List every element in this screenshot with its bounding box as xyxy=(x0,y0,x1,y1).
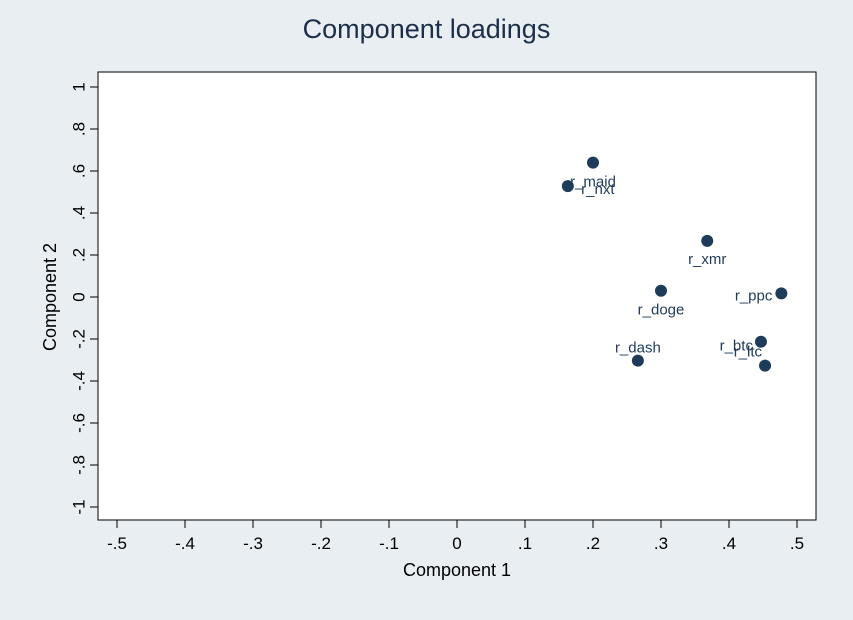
y-tick-label: .4 xyxy=(70,206,89,220)
y-tick-label: 1 xyxy=(70,82,89,91)
data-point xyxy=(587,156,599,169)
point-label: r_ppc xyxy=(735,287,773,304)
y-tick-label: .6 xyxy=(70,164,89,178)
data-point xyxy=(754,335,767,348)
y-tick-label: -.8 xyxy=(70,455,89,475)
point-label: r_btc xyxy=(720,338,754,355)
data-point xyxy=(759,359,772,372)
data-point xyxy=(561,180,574,193)
chart-title: Component loadings xyxy=(302,14,551,44)
y-axis: -1 -.8 -.6 -.4 -.2 0 .2 .4 .6 .8 1 xyxy=(70,72,99,520)
y-tick-label: -.2 xyxy=(70,329,89,349)
y-tick-label: 0 xyxy=(70,292,89,301)
point-label: r_doge xyxy=(638,302,685,319)
x-tick-label: 0 xyxy=(452,534,461,553)
y-tick-label: -.6 xyxy=(70,413,89,433)
point-label: r_xmr xyxy=(688,251,726,268)
x-tick-label: .5 xyxy=(790,534,804,553)
x-tick-label: .3 xyxy=(654,534,668,553)
data-point xyxy=(655,284,667,297)
x-axis-title: Component 1 xyxy=(403,560,511,580)
y-tick-label: -1 xyxy=(70,499,89,514)
x-tick-label: -.3 xyxy=(243,534,263,553)
plot-area xyxy=(97,71,817,521)
x-tick-label: .1 xyxy=(518,534,532,553)
y-tick-label: .2 xyxy=(70,248,89,262)
y-tick-label: .8 xyxy=(70,122,89,136)
x-tick-label: -.5 xyxy=(107,534,127,553)
point-label: r_ltc xyxy=(734,344,763,361)
x-tick-label: -.4 xyxy=(175,534,195,553)
x-axis: -.5 -.4 -.3 -.2 -.1 0 .1 .2 .3 .4 .5 xyxy=(98,519,816,553)
point-label: r_nxt xyxy=(581,181,615,198)
point-label: r_dash xyxy=(615,340,661,357)
data-point xyxy=(631,354,644,367)
point-label: r_maid xyxy=(570,174,616,191)
x-tick-label: .4 xyxy=(722,534,736,553)
y-axis-title: Component 2 xyxy=(40,243,60,351)
x-tick-label: -.1 xyxy=(379,534,399,553)
x-tick-label: -.2 xyxy=(311,534,331,553)
y-tick-label: -.4 xyxy=(70,371,89,391)
data-point xyxy=(775,287,788,300)
x-tick-label: .2 xyxy=(586,534,600,553)
data-point xyxy=(701,234,714,247)
